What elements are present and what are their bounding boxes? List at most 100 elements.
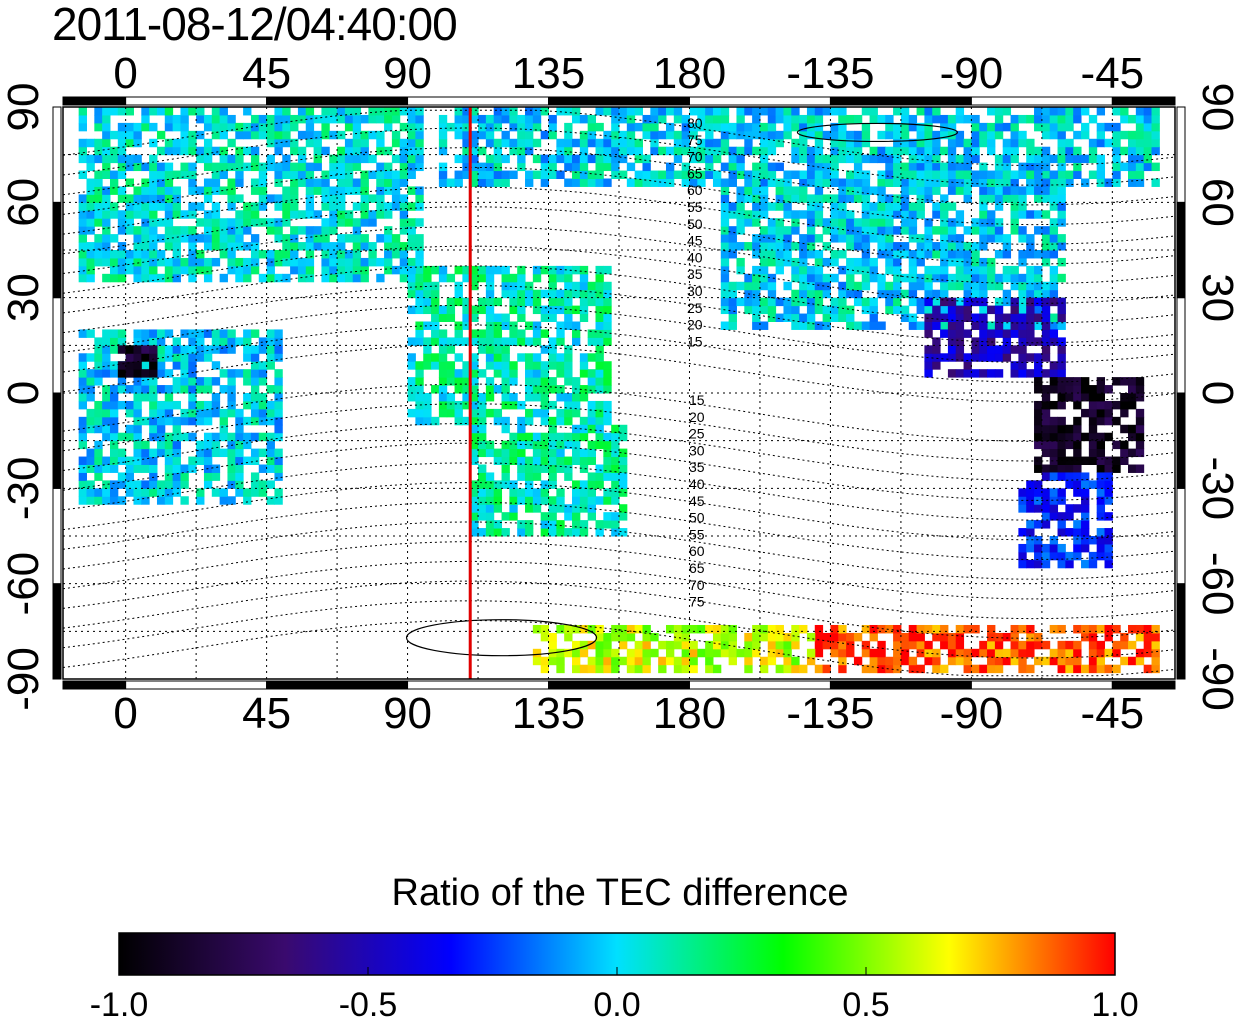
tec-cell bbox=[1112, 416, 1121, 426]
tec-cell bbox=[885, 202, 894, 211]
tec-cell bbox=[384, 210, 393, 219]
tec-cell bbox=[994, 226, 1004, 235]
tec-cell bbox=[196, 377, 205, 386]
tec-cell bbox=[861, 664, 871, 674]
tec-cell bbox=[517, 281, 526, 291]
tec-cell bbox=[78, 400, 87, 410]
tec-cell bbox=[791, 632, 800, 642]
tec-cell bbox=[1057, 369, 1066, 378]
tec-cell bbox=[728, 624, 737, 634]
tec-cell bbox=[846, 210, 855, 219]
contour-label-north: 35 bbox=[687, 266, 703, 282]
tec-cell bbox=[665, 178, 675, 187]
tec-cell bbox=[861, 170, 871, 179]
tec-cell bbox=[180, 210, 189, 219]
tec-cell bbox=[172, 226, 181, 235]
tec-cell bbox=[806, 289, 816, 299]
tec-cell bbox=[141, 440, 150, 450]
tec-cell bbox=[924, 265, 933, 275]
tec-cell bbox=[86, 162, 95, 172]
tec-cell bbox=[947, 218, 957, 227]
tec-cell bbox=[1010, 186, 1019, 195]
tec-cell bbox=[548, 456, 557, 465]
tec-cell bbox=[900, 640, 910, 650]
tec-cell bbox=[932, 226, 941, 235]
tec-cell bbox=[579, 313, 589, 322]
tec-cell bbox=[987, 186, 996, 195]
tec-cell bbox=[1104, 664, 1113, 674]
tec-cell bbox=[501, 345, 510, 354]
tec-cell bbox=[900, 146, 910, 156]
tec-cell bbox=[250, 361, 260, 370]
tec-cell bbox=[955, 250, 965, 259]
tec-cell bbox=[814, 122, 824, 132]
tec-cell bbox=[924, 273, 933, 283]
tec-cell bbox=[619, 632, 628, 642]
tec-cell bbox=[94, 242, 103, 251]
x-tick-bottom: 90 bbox=[383, 689, 432, 738]
tec-cell bbox=[141, 178, 150, 187]
y-tick-left: 0 bbox=[0, 381, 48, 405]
tec-cell bbox=[1065, 107, 1074, 116]
tec-cell bbox=[681, 648, 690, 658]
tec-cell bbox=[525, 130, 534, 140]
tec-cell bbox=[1041, 504, 1051, 513]
tec-cell bbox=[908, 273, 918, 283]
tec-cell bbox=[556, 154, 565, 164]
tec-cell bbox=[485, 440, 495, 450]
tec-cell bbox=[1073, 504, 1082, 513]
tec-cell bbox=[540, 488, 550, 497]
tec-cell bbox=[235, 257, 244, 267]
tec-cell bbox=[485, 480, 495, 489]
tec-cell bbox=[642, 114, 651, 124]
tec-cell bbox=[352, 122, 362, 132]
tec-cell bbox=[838, 250, 847, 259]
tec-cell bbox=[1120, 393, 1129, 402]
tec-cell bbox=[274, 329, 283, 338]
tec-cell bbox=[916, 170, 925, 179]
tec-cell bbox=[258, 194, 268, 203]
tec-cell bbox=[470, 265, 479, 275]
tec-cell bbox=[1065, 170, 1074, 179]
tec-cell bbox=[712, 146, 722, 156]
tec-cell bbox=[517, 146, 526, 156]
tec-cell bbox=[196, 329, 205, 338]
tec-cell bbox=[109, 257, 119, 267]
tec-cell bbox=[203, 226, 213, 235]
tec-cell bbox=[133, 480, 142, 489]
tec-cell bbox=[1073, 624, 1082, 634]
tec-cell bbox=[994, 297, 1004, 307]
tec-cell bbox=[321, 186, 330, 195]
tec-cell bbox=[399, 210, 409, 219]
tec-cell bbox=[102, 480, 111, 489]
tec-cell bbox=[893, 273, 902, 283]
tec-cell bbox=[846, 265, 855, 275]
tec-cell bbox=[117, 122, 127, 132]
tec-cell bbox=[681, 624, 690, 634]
tec-cell bbox=[955, 162, 965, 172]
tec-cell bbox=[352, 265, 362, 275]
tec-cell bbox=[846, 242, 855, 251]
tec-cell bbox=[814, 321, 824, 330]
tec-cell bbox=[1135, 393, 1145, 402]
tec-cell bbox=[172, 138, 181, 148]
tec-cell bbox=[877, 664, 886, 674]
tec-cell bbox=[1104, 416, 1113, 426]
tec-cell bbox=[102, 424, 111, 434]
tec-cell bbox=[1112, 138, 1121, 148]
tec-cell bbox=[548, 400, 557, 410]
tec-cell bbox=[501, 313, 510, 322]
tec-cell bbox=[994, 640, 1004, 650]
tec-cell bbox=[1088, 114, 1098, 124]
tec-cell bbox=[587, 416, 597, 426]
tec-cell bbox=[1041, 114, 1051, 124]
tec-cell bbox=[321, 250, 330, 259]
tec-cell bbox=[509, 329, 518, 338]
tec-cell bbox=[838, 656, 847, 666]
tec-cell bbox=[799, 257, 808, 267]
tec-cell bbox=[822, 242, 831, 251]
tec-cell bbox=[595, 281, 604, 291]
tec-cell bbox=[579, 520, 589, 529]
tec-cell bbox=[1104, 624, 1113, 634]
tec-cell bbox=[940, 226, 949, 235]
